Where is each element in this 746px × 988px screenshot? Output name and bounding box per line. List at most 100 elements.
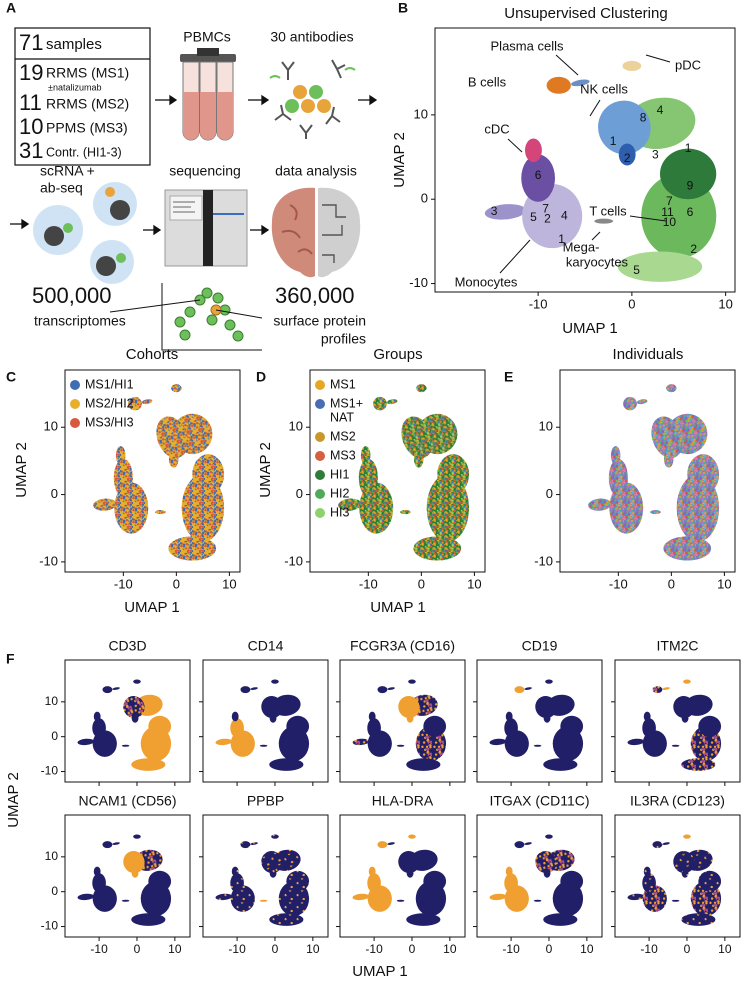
cell-cloud [215, 738, 233, 746]
cell-cloud [250, 687, 258, 690]
cell-cloud [115, 446, 126, 465]
panel-title: Cohorts [126, 346, 179, 363]
dot [224, 319, 236, 331]
cell-cloud [543, 713, 551, 723]
cell-cloud [168, 450, 179, 468]
bead [116, 253, 126, 263]
bead [96, 256, 116, 276]
plot-frame [64, 814, 191, 938]
cell-cloud [525, 138, 542, 163]
marker-plot: -10 0 10 [611, 814, 741, 956]
cell-cloud [112, 687, 120, 690]
x-tick-label: -10 [365, 942, 383, 956]
gene-title: HLA-DRA [372, 793, 434, 809]
cell-cloud [533, 744, 542, 747]
cell-type-label: T cells [589, 203, 627, 218]
gene-title: ITM2C [657, 638, 699, 654]
cell-cloud [408, 834, 416, 839]
legend-swatch [315, 380, 325, 390]
cell-cloud [400, 510, 411, 515]
cell-cloud [588, 498, 612, 511]
cell-cloud [617, 251, 703, 282]
leader-line [507, 138, 523, 153]
legend-label: MS1 [330, 377, 356, 391]
panel-title: Groups [373, 346, 422, 363]
count: 71 [19, 30, 43, 55]
cell-cloud [286, 715, 310, 737]
x-tick-label: 0 [668, 576, 675, 591]
panel-title: Unsupervised Clustering [504, 5, 667, 22]
legend-label: MS2/HI2 [85, 396, 134, 410]
brain-folds [281, 204, 313, 255]
circuit [322, 204, 346, 263]
antibody [325, 106, 341, 125]
plot-frame [559, 369, 736, 573]
marker-plot: -10 0 10 [199, 814, 329, 956]
y-axis-title: UMAP 2 [257, 442, 274, 498]
gene-title: PPBP [247, 793, 284, 809]
cell-cloud [571, 79, 590, 87]
legend-label: MS3 [330, 448, 356, 462]
cell-cloud [673, 695, 695, 719]
cluster-number: 5 [633, 263, 640, 277]
gene-title: IL3RA (CD123) [630, 793, 725, 809]
cell-type-label: NK cells [580, 81, 628, 96]
cell-cloud [168, 536, 217, 561]
legend-swatch [70, 380, 80, 390]
x-tick-label: 10 [443, 942, 457, 956]
bead [110, 200, 130, 220]
cell-cloud [546, 76, 571, 94]
icon-dots [174, 287, 244, 342]
screen [169, 195, 203, 221]
output-count: 500,000 [32, 283, 112, 308]
count-label: RRMS (MS1) [46, 65, 129, 81]
y-tick-label: 0 [51, 729, 58, 743]
count: 19 [19, 60, 43, 85]
legend-swatch [315, 508, 325, 518]
cell-cloud [618, 143, 636, 166]
dot [174, 316, 186, 328]
cell-cloud [368, 866, 376, 877]
cell-cloud [662, 687, 670, 690]
leader-line [499, 239, 531, 274]
panel-label: E [504, 369, 513, 385]
cell-cloud [261, 695, 283, 719]
cell-cloud [524, 687, 532, 690]
leader-line [645, 54, 671, 63]
cell-cloud [92, 718, 106, 738]
y-tick-label: -10 [534, 553, 553, 568]
cell-cloud [505, 711, 513, 722]
cell-cloud [93, 711, 101, 722]
cluster-number: 6 [687, 205, 694, 219]
cell-cloud [231, 866, 239, 877]
tube-liquid [183, 92, 199, 140]
x-tick-label: 10 [718, 296, 732, 311]
cell-cloud [663, 450, 674, 468]
sequencer-icon [164, 189, 248, 267]
step-label: data analysis [275, 163, 357, 179]
cell-cloud [662, 842, 670, 845]
dot [232, 330, 244, 342]
cell-cloud [387, 842, 395, 845]
cell-cloud [683, 679, 691, 684]
cell-cloud [643, 866, 651, 877]
cell-cloud [681, 868, 689, 878]
cell-cloud [663, 536, 712, 561]
cell-cloud [413, 450, 424, 468]
bead [301, 99, 315, 113]
cell-cloud [514, 841, 525, 849]
cell-cloud [131, 913, 166, 926]
cell-cloud [230, 873, 244, 893]
x-tick-label: -10 [529, 296, 548, 311]
cell-cloud [77, 738, 95, 746]
cluster-number: 7 [542, 202, 549, 216]
cell-cloud [671, 744, 680, 747]
panel-label: A [6, 0, 16, 16]
bead [285, 99, 299, 113]
cell-cloud [92, 873, 106, 893]
count-note: ±natalizumab [48, 82, 101, 92]
cell-type-label: Plasma cells [491, 38, 564, 53]
cluster-number: 4 [561, 208, 568, 222]
cluster-number: 3 [491, 204, 498, 218]
cell-cloud [128, 396, 142, 411]
